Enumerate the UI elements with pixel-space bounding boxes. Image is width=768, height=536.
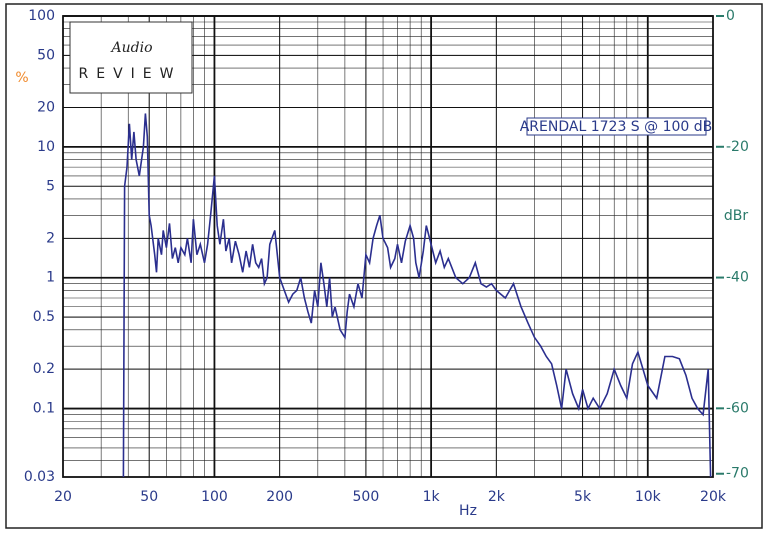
y2-tick-label: -40: [726, 270, 749, 286]
x-tick-label: 500: [353, 489, 380, 505]
x-tick-label: 1k: [423, 489, 441, 505]
y-axis-label: %: [15, 70, 28, 86]
x-axis-label: Hz: [459, 503, 477, 519]
y2-tick-label: -20: [726, 139, 749, 155]
y-tick-label: 1: [46, 270, 55, 286]
distortion-line: [122, 113, 712, 478]
x-tick-label: 20: [54, 489, 72, 505]
y-tick-label: 20: [37, 99, 55, 115]
logo-bg: [69, 21, 193, 94]
y-tick-label: 10: [37, 139, 55, 155]
x-tick-label: 200: [266, 489, 293, 505]
x-tick-label: 100: [201, 489, 228, 505]
y-tick-label: 50: [37, 47, 55, 63]
logo-title: Audio: [110, 40, 153, 56]
annotation: ARENDAL 1723 S @ 100 dB: [520, 119, 713, 135]
x-tick-label: 5k: [574, 489, 592, 505]
x-tick-label: 20k: [700, 489, 727, 505]
y2-tick-label: -70: [726, 466, 749, 482]
plot-border: [62, 15, 714, 478]
y-tick-label: 100: [28, 8, 55, 24]
y-tick-label: 2: [46, 230, 55, 246]
logo-subtitle: REVIEW: [79, 66, 182, 82]
x-tick-label: 2k: [488, 489, 506, 505]
y2-tick-label: 0: [726, 8, 735, 24]
y2-axis-label: dBr: [724, 208, 748, 224]
y-tick-label: 0.03: [24, 469, 55, 485]
y-tick-label: 0.5: [33, 309, 55, 325]
y-tick-label: 5: [46, 178, 55, 194]
y-tick-label: 0.1: [33, 401, 55, 417]
annotation-box: [526, 117, 707, 136]
x-tick-label: 50: [140, 489, 158, 505]
y2-tick-label: -60: [726, 400, 749, 416]
x-tick-label: 10k: [635, 489, 662, 505]
y-tick-label: 0.2: [33, 361, 55, 377]
